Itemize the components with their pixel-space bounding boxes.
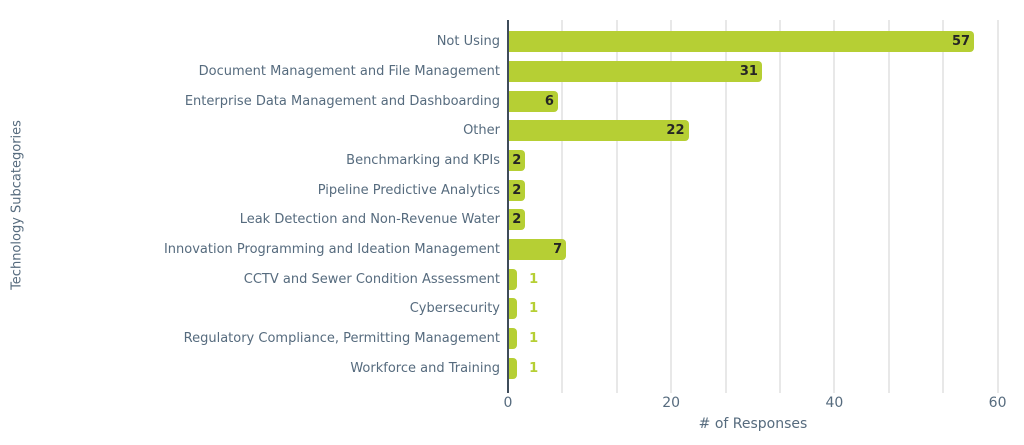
value-label: 7 <box>553 242 563 258</box>
category-label: Other <box>463 123 500 139</box>
gridline <box>996 20 999 393</box>
value-label: 22 <box>666 123 685 139</box>
value-label: 57 <box>952 34 971 50</box>
value-label: 2 <box>512 153 522 168</box>
gridline <box>615 20 618 393</box>
category-label: Benchmarking and KPIs <box>346 153 500 168</box>
value-label: 1 <box>529 301 539 317</box>
bar: 22 <box>509 120 689 142</box>
value-label: 1 <box>529 331 539 347</box>
value-label: 6 <box>544 93 554 109</box>
category-label: Innovation Programming and Ideation Mana… <box>163 242 500 258</box>
bar-row: Enterprise Data Management and Dashboard… <box>0 86 1024 116</box>
x-tick-label: 60 <box>988 395 1007 411</box>
bar <box>509 328 518 350</box>
bar-row: Other 22 <box>0 116 1024 146</box>
category-label: Cybersecurity <box>409 301 500 317</box>
bar-row: Document Management and File Management 3… <box>0 57 1024 87</box>
x-tick-label: 40 <box>825 395 844 411</box>
bar: 2 <box>509 150 526 171</box>
gridline <box>779 20 781 393</box>
bar: 6 <box>509 90 558 112</box>
gridline <box>942 20 945 393</box>
bar-row: Leak Detection and Non-Revenue Water 2 <box>0 205 1024 235</box>
bar-row: Workforce and Training 1 <box>0 353 1024 383</box>
plot-area <box>508 20 1013 393</box>
bar-row: Benchmarking and KPIs 2 <box>0 146 1024 176</box>
bar: 57 <box>509 31 975 53</box>
bar-row: Cybersecurity 1 <box>0 294 1024 324</box>
bar <box>509 298 518 320</box>
value-label: 31 <box>739 63 758 79</box>
gridline <box>833 20 836 393</box>
bar: 2 <box>509 179 526 201</box>
category-label: Leak Detection and Non-Revenue Water <box>239 212 500 228</box>
x-tick-label: 20 <box>662 395 681 411</box>
gridline <box>670 20 673 393</box>
category-label: CCTV and Sewer Condition Assessment <box>243 271 500 287</box>
gridline <box>561 20 564 393</box>
category-label: Enterprise Data Management and Dashboard… <box>184 93 500 109</box>
bar: 31 <box>509 60 762 82</box>
bar-row: Regulatory Compliance, Permitting Manage… <box>0 324 1024 354</box>
gridline <box>887 20 890 393</box>
category-label: Regulatory Compliance, Permitting Manage… <box>183 331 500 347</box>
value-label: 1 <box>529 271 539 287</box>
gridline <box>724 20 727 393</box>
bar-row: Not Using 57 <box>0 27 1024 57</box>
bar: 2 <box>509 209 526 231</box>
bar <box>509 357 518 379</box>
value-label: 2 <box>512 182 522 198</box>
category-label: Document Management and File Management <box>198 63 500 79</box>
category-label: Workforce and Training <box>350 360 500 376</box>
value-label: 1 <box>529 360 539 376</box>
bar-row: Innovation Programming and Ideation Mana… <box>0 235 1024 265</box>
bar <box>509 268 518 290</box>
category-label: Not Using <box>436 34 500 50</box>
bar-row: CCTV and Sewer Condition Assessment 1 <box>0 264 1024 294</box>
bar-row: Pipeline Predictive Analytics 2 <box>0 175 1024 205</box>
bar: 7 <box>509 239 567 261</box>
x-axis-title: # of Responses <box>698 416 808 432</box>
y-axis-line <box>507 20 509 393</box>
value-label: 2 <box>512 212 522 228</box>
category-label: Pipeline Predictive Analytics <box>317 182 500 198</box>
x-tick-label: 0 <box>503 395 513 411</box>
